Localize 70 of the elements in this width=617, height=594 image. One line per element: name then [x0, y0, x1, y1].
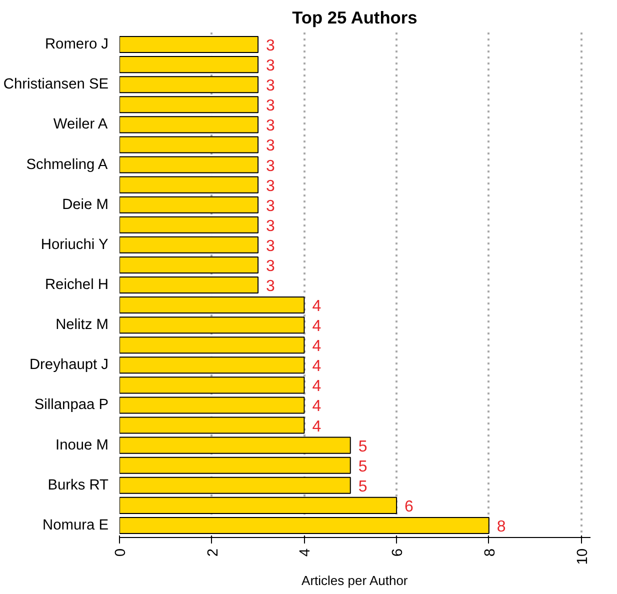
y-tick-label: Horiuchi Y [40, 236, 108, 253]
bar [120, 176, 259, 194]
y-tick-label: Schmeling A [26, 156, 108, 173]
data-label: 3 [266, 198, 276, 215]
bar [120, 276, 259, 294]
x-tick-label: 8 [482, 548, 498, 557]
bar [120, 416, 305, 434]
data-label: 4 [312, 298, 322, 316]
bar [120, 476, 351, 494]
data-label: 3 [266, 38, 276, 55]
data-label: 8 [496, 518, 506, 536]
bar [120, 336, 305, 354]
bar [120, 156, 259, 174]
bar [120, 236, 259, 254]
bar [120, 196, 259, 214]
chart-title: Top 25 Authors [292, 8, 418, 28]
bar [120, 216, 259, 234]
bar [120, 136, 259, 154]
data-label: 3 [266, 238, 276, 255]
y-tick-label: Inoue M [56, 437, 109, 454]
bar [120, 36, 259, 54]
data-label: 4 [312, 378, 322, 396]
data-label: 3 [266, 138, 276, 155]
y-tick-label: Romero J [44, 36, 109, 53]
bar [120, 76, 259, 94]
bar [120, 456, 351, 474]
x-tick-label: 6 [390, 548, 406, 557]
bar [120, 56, 259, 74]
y-tick-label: Christiansen SE [3, 76, 109, 93]
bar [120, 256, 259, 274]
data-label: 3 [266, 158, 276, 175]
data-label: 3 [266, 98, 276, 115]
data-label: 3 [266, 218, 276, 235]
data-label: 5 [358, 478, 368, 496]
y-tick-label: Deie M [62, 196, 109, 213]
bar [120, 296, 305, 314]
y-tick-label: Nomura E [42, 517, 109, 534]
y-tick-label: Nelitz M [56, 317, 109, 334]
x-tick-label: 4 [298, 548, 314, 557]
data-label: 3 [266, 78, 276, 95]
data-label: 4 [312, 398, 322, 416]
data-label: 6 [404, 498, 414, 516]
data-label: 3 [266, 178, 276, 195]
data-label: 4 [312, 418, 322, 436]
y-tick-label: Weiler A [53, 116, 108, 133]
x-tick-label: 2 [205, 548, 222, 557]
y-tick-label: Burks RT [48, 477, 109, 494]
data-label: 4 [312, 338, 322, 356]
bar [120, 436, 351, 454]
bar [120, 116, 259, 134]
data-label: 5 [358, 458, 368, 476]
data-label: 3 [266, 278, 276, 295]
x-axis-title: Articles per Author [302, 572, 408, 588]
bar [120, 396, 305, 414]
bar [120, 496, 398, 514]
bar [120, 96, 259, 114]
y-tick-label: Sillanpaa P [34, 397, 109, 414]
data-label: 3 [266, 58, 276, 75]
bar [120, 376, 305, 394]
y-tick-label: Dreyhaupt J [29, 357, 109, 374]
data-label: 5 [358, 438, 368, 456]
data-label: 4 [312, 318, 322, 336]
bar [120, 316, 305, 334]
y-tick-label: Reichel H [44, 277, 109, 293]
bar [120, 356, 305, 374]
data-label: 3 [266, 118, 276, 135]
x-tick-label: 0 [113, 548, 129, 557]
x-tick-label: 10 [574, 548, 591, 565]
data-label: 3 [266, 258, 276, 275]
data-label: 4 [312, 358, 322, 376]
